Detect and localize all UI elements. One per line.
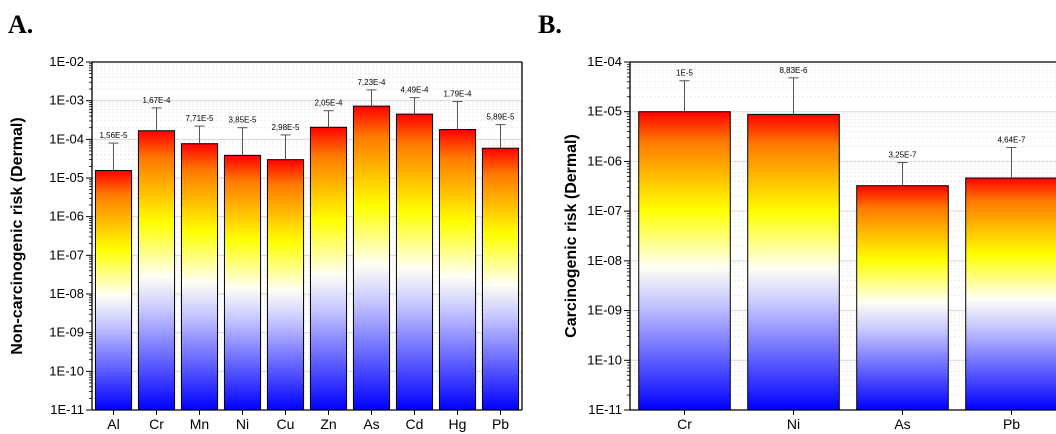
data-label: 1,56E-5 [99, 131, 128, 140]
data-label: 3,25E-7 [888, 151, 917, 160]
bar-mn [180, 143, 219, 411]
y-tick-label: 1E-06 [587, 153, 622, 168]
bar-zn [309, 126, 348, 411]
bar-pb [481, 147, 520, 411]
x-tick-label: As [363, 416, 379, 432]
y-tick-label: 1E-09 [587, 303, 622, 318]
non-carcinogenic-chart: 1,56E-5 Al 1,67E-4 Cr 7,71E-5 Mn 3,85E-5 Ni 2,98… [9, 54, 523, 432]
data-label: 2,05E-4 [314, 99, 343, 108]
bar-pb [965, 177, 1056, 411]
x-tick-label: Pb [492, 416, 509, 432]
x-tick-label: Hg [449, 416, 467, 432]
y-tick-label: 1E-04 [587, 54, 622, 69]
y-tick-label: 1E-03 [49, 93, 84, 108]
x-tick-label: Ni [236, 416, 249, 432]
bar-ni [223, 154, 262, 411]
y-tick-label: 1E-05 [49, 170, 84, 185]
bar-as [856, 185, 949, 411]
x-tick-label: Cr [149, 416, 164, 432]
y-tick-label: 1E-07 [587, 203, 622, 218]
bar-ni [747, 113, 840, 411]
y-tick-label: 1E-02 [49, 54, 84, 69]
carcinogenic-chart: 1E-5 Cr 8,83E-6 Ni 3,25E-7 As 4,64E-7 Pb 1E-11 1E… [563, 54, 1056, 432]
x-tick-label: Cd [406, 416, 424, 432]
y-tick-label: 1E-10 [587, 352, 622, 367]
bar-as [352, 105, 391, 411]
x-tick-label: Al [107, 416, 119, 432]
data-label: 4,64E-7 [997, 136, 1026, 145]
bar-cd [395, 113, 434, 411]
x-tick-label: Pb [1003, 416, 1020, 432]
y-tick-label: 1E-05 [587, 104, 622, 119]
data-label: 1E-5 [676, 69, 693, 78]
data-label: 1,79E-4 [443, 90, 472, 99]
data-label: 7,71E-5 [185, 114, 214, 123]
x-tick-label: Zn [320, 416, 336, 432]
y-tick-label: 1E-11 [588, 402, 622, 417]
x-tick-label: Ni [787, 416, 800, 432]
y-tick-label: 1E-08 [49, 286, 84, 301]
bar-cr [137, 130, 176, 411]
y-tick-label: 1E-04 [49, 131, 84, 146]
panel-a-letter: A. [8, 10, 34, 39]
y-tick-label: 1E-06 [49, 209, 84, 224]
y-tick-label: 1E-07 [49, 247, 84, 262]
x-tick-label: As [894, 416, 910, 432]
y-tick-label: 1E-08 [587, 253, 622, 268]
x-tick-label: Cu [277, 416, 295, 432]
y-tick-label: 1E-10 [49, 363, 84, 378]
panel-b-letter: B. [538, 10, 562, 39]
bar-hg [438, 129, 477, 411]
bar-al [94, 170, 133, 411]
data-label: 4,49E-4 [400, 86, 429, 95]
x-tick-label: Mn [190, 416, 209, 432]
data-label: 1,67E-4 [142, 96, 171, 105]
y-axis-label: Non-carcinogenic risk (Dermal) [9, 117, 26, 354]
y-tick-label: 1E-09 [49, 325, 84, 340]
data-label: 3,85E-5 [228, 116, 257, 125]
y-axis-label: Carcinogenic risk (Dermal) [563, 134, 580, 338]
bar-cr [638, 111, 731, 411]
bar-cu [266, 159, 305, 411]
data-label: 7,23E-4 [357, 78, 386, 87]
x-tick-label: Cr [677, 416, 692, 432]
data-label: 5,89E-5 [486, 113, 515, 122]
data-label: 8,83E-6 [779, 66, 808, 75]
y-tick-label: 1E-11 [50, 402, 84, 417]
data-label: 2,98E-5 [271, 123, 300, 132]
